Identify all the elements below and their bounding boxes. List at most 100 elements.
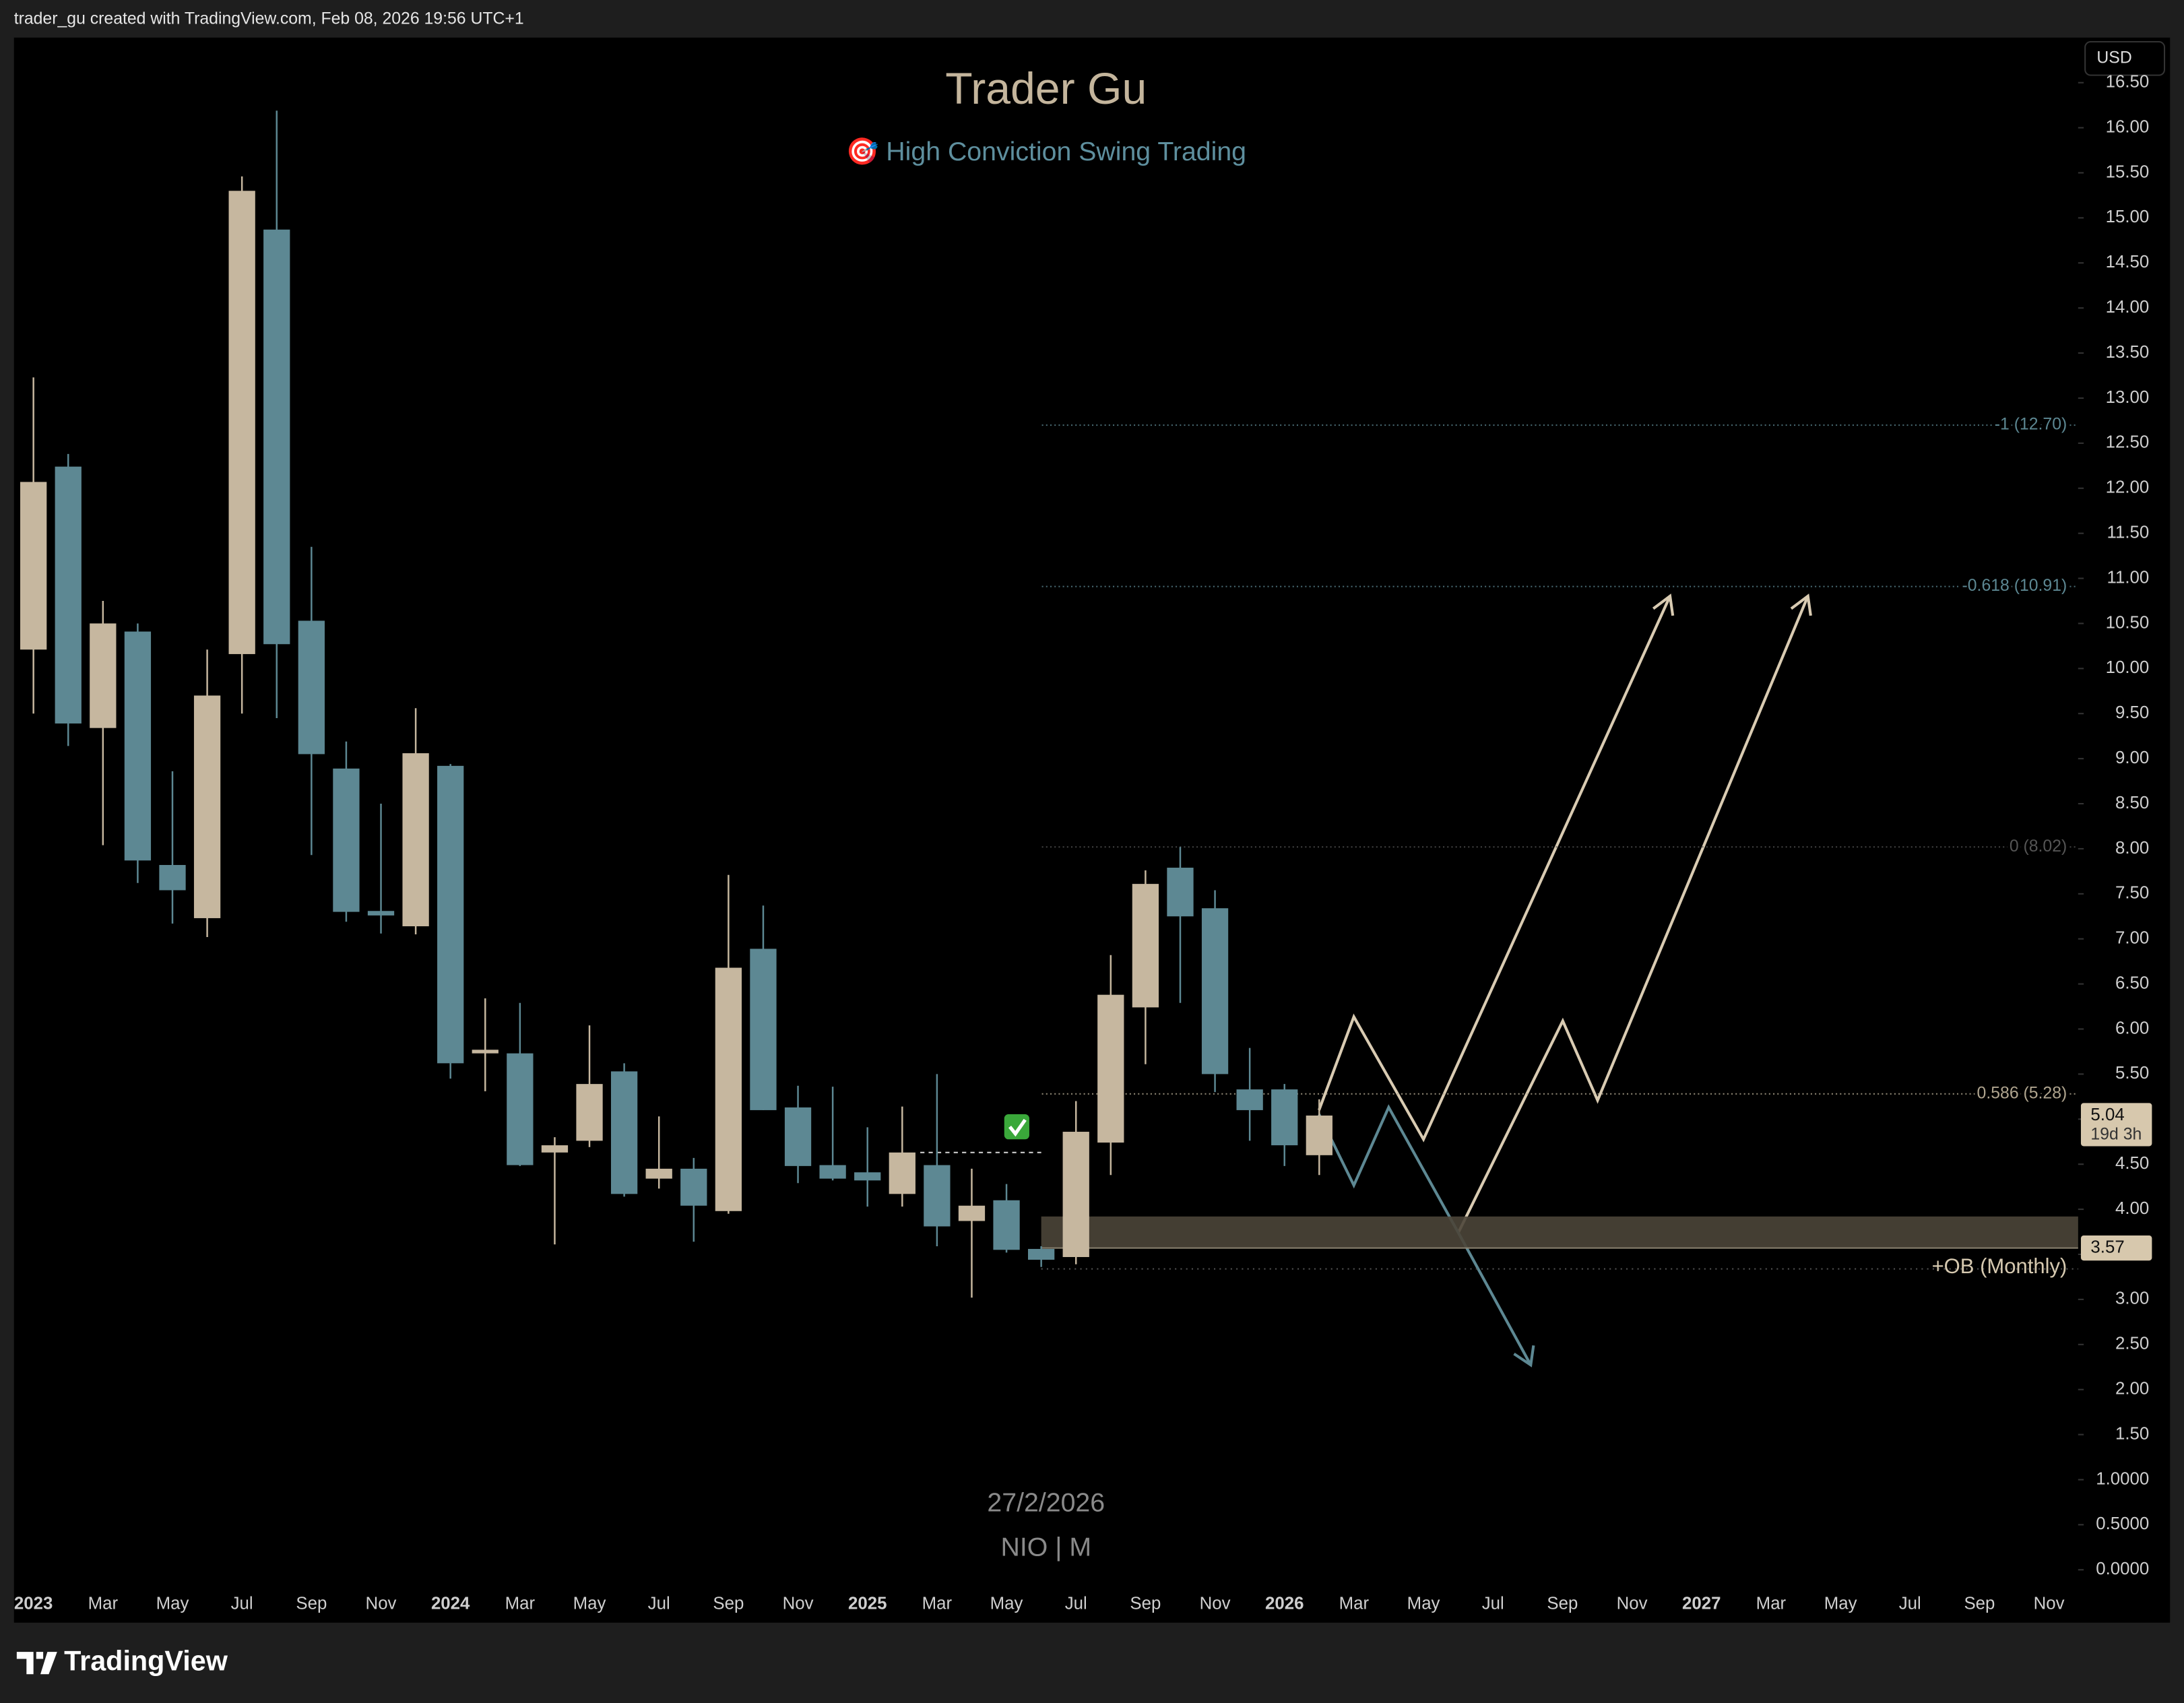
x-tick-label: Nov xyxy=(2034,1595,2065,1613)
candle-body xyxy=(715,967,742,1211)
candle-body xyxy=(854,1172,881,1181)
x-tick-label: Jul xyxy=(1482,1595,1504,1613)
x-tick-label: 2025 xyxy=(848,1595,887,1613)
candle-body xyxy=(1271,1089,1298,1146)
candle-body xyxy=(889,1152,916,1194)
candle-body xyxy=(20,482,47,650)
y-tick-label: 6.00 xyxy=(2115,1019,2149,1037)
x-tick-label: Sep xyxy=(1547,1595,1578,1613)
currency[interactable]: USD xyxy=(2096,49,2131,67)
x-tick-label: Mar xyxy=(922,1595,953,1613)
projection xyxy=(1318,593,1812,1368)
candle-body xyxy=(1167,868,1194,917)
y-tick-label: 10.00 xyxy=(2106,658,2150,677)
x-tick-label: Mar xyxy=(1339,1595,1370,1613)
candle-body xyxy=(576,1084,603,1141)
y-tick-label: 6.50 xyxy=(2115,973,2149,992)
chart-title: Trader Gu xyxy=(945,64,1147,114)
y-tick-label: 12.50 xyxy=(2106,433,2150,452)
y-tick-label: 7.00 xyxy=(2115,929,2149,948)
brand: TradingView xyxy=(64,1646,228,1677)
x-tick-label: May xyxy=(573,1595,606,1613)
y-tick-label: 14.50 xyxy=(2106,253,2150,271)
candle-body xyxy=(993,1200,1020,1250)
x-tick-label: Jul xyxy=(648,1595,670,1613)
symbol: NIO | M xyxy=(1000,1532,1091,1562)
y-tick-label: 7.50 xyxy=(2115,884,2149,903)
y-tick-label: 16.50 xyxy=(2106,73,2150,92)
candle-body xyxy=(437,765,464,1064)
candle-body xyxy=(645,1168,672,1179)
candle-body xyxy=(680,1168,707,1206)
last-price-box xyxy=(2080,1103,2152,1147)
candle-body xyxy=(507,1053,534,1165)
candle-body xyxy=(1062,1132,1089,1258)
chart-subtitle: 🎯 High Conviction Swing Trading xyxy=(846,137,1247,166)
header: trader_gu created with TradingView.com, … xyxy=(14,9,524,28)
x-tick-label: Sep xyxy=(296,1595,327,1613)
candle-body xyxy=(90,623,117,728)
y-tick-label: 2.00 xyxy=(2115,1380,2149,1399)
y-tick-label: 16.00 xyxy=(2106,117,2150,136)
plot-area xyxy=(13,37,2171,1623)
candle-body xyxy=(1306,1115,1332,1155)
y-tick-label: 11.00 xyxy=(2107,568,2150,587)
y-tick-label: 0.5000 xyxy=(2096,1514,2149,1533)
x-tick-label: Nov xyxy=(366,1595,397,1613)
candle-body xyxy=(159,865,186,891)
candle-body xyxy=(55,466,82,724)
fib-label: -0.618 (10.91) xyxy=(1962,577,2067,595)
y-tick-label: 0.0000 xyxy=(2096,1560,2149,1578)
candle-body xyxy=(367,911,395,915)
candle-body xyxy=(541,1145,569,1153)
y-tick-label: 15.50 xyxy=(2106,162,2150,181)
y-tick-label: 4.50 xyxy=(2115,1154,2149,1173)
candle-body xyxy=(263,229,290,645)
candle-body xyxy=(610,1071,638,1194)
y-tick-label: 13.50 xyxy=(2106,343,2150,362)
x-tick-label: 2026 xyxy=(1265,1595,1304,1613)
x-tick-label: Mar xyxy=(505,1595,536,1613)
x-tick-label: May xyxy=(990,1595,1023,1613)
candle-body xyxy=(228,191,255,654)
x-tick-label: Sep xyxy=(1964,1595,1995,1613)
y-tick-label: 11.50 xyxy=(2107,523,2150,542)
y-tick-label: 8.50 xyxy=(2115,794,2149,812)
candle-body xyxy=(819,1165,846,1179)
y-tick-label: 1.0000 xyxy=(2096,1469,2149,1488)
zone-price-box xyxy=(2080,1235,2152,1261)
candle-body xyxy=(1201,908,1229,1074)
x-tick-label: Mar xyxy=(88,1595,119,1613)
currency-button[interactable] xyxy=(2084,40,2166,76)
zone-label: +OB (Monthly) xyxy=(1932,1254,2067,1278)
x-tick-label: Jul xyxy=(1065,1595,1087,1613)
candle-body xyxy=(750,949,777,1110)
order-block-zone xyxy=(1041,1216,2078,1248)
candle-body xyxy=(924,1165,951,1227)
y-tick-label: 3.00 xyxy=(2115,1289,2149,1308)
x-tick-label: 2027 xyxy=(1682,1595,1721,1613)
candle-body xyxy=(298,620,325,754)
y-tick-label: 10.50 xyxy=(2106,613,2150,632)
y-tick-label: 13.00 xyxy=(2106,388,2150,407)
x-tick-label: Jul xyxy=(231,1595,253,1613)
x-tick-label: 2023 xyxy=(14,1595,53,1613)
y-tick-label: 9.00 xyxy=(2115,748,2149,767)
x-tick-label: Nov xyxy=(1200,1595,1231,1613)
y-tick-label: 14.00 xyxy=(2106,298,2150,317)
x-tick-label: May xyxy=(1407,1595,1440,1613)
y-tick-label: 8.00 xyxy=(2115,839,2149,858)
y-tick-label: 15.00 xyxy=(2106,207,2150,226)
x-tick-label: Sep xyxy=(1130,1595,1161,1613)
x-tick-label: Nov xyxy=(1617,1595,1648,1613)
fib-label: -1 (12.70) xyxy=(1995,416,2067,434)
candle-body xyxy=(193,695,221,918)
y-tick-label: 5.50 xyxy=(2115,1064,2149,1083)
date-note: 27/2/2026 xyxy=(987,1487,1105,1517)
candle-body xyxy=(124,631,152,861)
zone-price: 3.57 xyxy=(2090,1238,2124,1256)
x-tick-label: Sep xyxy=(713,1595,744,1613)
candle-body xyxy=(1097,994,1124,1143)
